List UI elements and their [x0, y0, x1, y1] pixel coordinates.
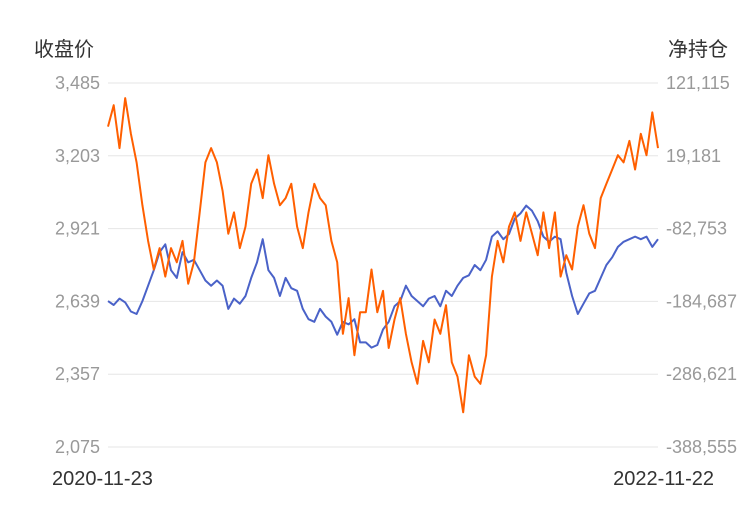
x-axis-start-date: 2020-11-23: [52, 468, 153, 490]
left-tick-label: 3,485: [55, 73, 100, 93]
right-tick-label: 121,115: [666, 73, 730, 93]
right-axis-title: 净持仓: [668, 37, 728, 61]
right-tick-label: 19,181: [666, 146, 721, 166]
right-tick-label: -388,555: [666, 437, 737, 457]
net-position-line: [107, 97, 659, 414]
left-tick-label: 2,075: [55, 437, 100, 457]
right-tick-label: -286,621: [666, 364, 737, 384]
right-tick-label: -82,753: [666, 219, 727, 239]
right-tick-label: -184,687: [666, 291, 737, 311]
close-price-line: [107, 204, 659, 349]
left-tick-label: 3,203: [55, 146, 100, 166]
x-axis-end-date: 2022-11-22: [613, 468, 714, 490]
left-tick-label: 2,639: [55, 291, 100, 311]
left-tick-label: 2,921: [55, 219, 100, 239]
left-axis-title: 收盘价: [34, 37, 94, 61]
left-tick-label: 2,357: [55, 364, 100, 384]
